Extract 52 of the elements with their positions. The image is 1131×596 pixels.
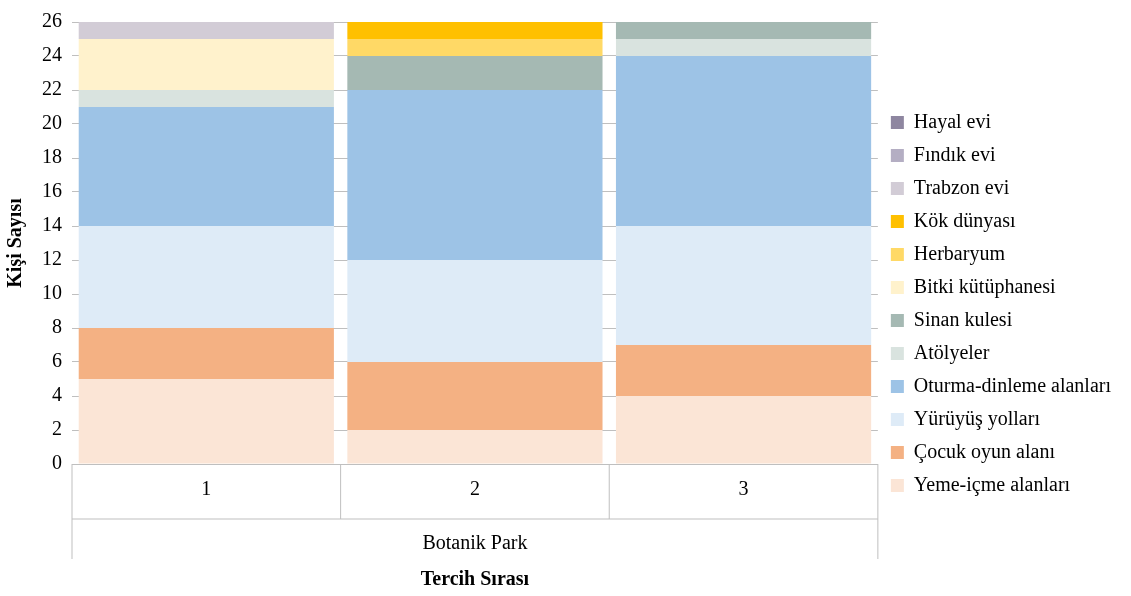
bar	[78, 379, 334, 464]
y-tick-label: 24	[42, 43, 62, 66]
bar	[615, 39, 872, 56]
y-tick-label: 4	[52, 383, 62, 406]
y-tick-label: 18	[42, 145, 62, 168]
legend-label: Sinan kulesi	[913, 307, 1013, 330]
bar	[78, 39, 334, 90]
legend-label: Fındık evi	[913, 142, 996, 165]
y-tick-label: 14	[42, 213, 62, 236]
legend-label: Yürüyüş yolları	[913, 406, 1041, 430]
y-tick-label: 26	[42, 9, 62, 32]
bar	[347, 56, 603, 90]
bar	[347, 22, 603, 39]
y-tick-label: 12	[42, 247, 62, 270]
bar	[615, 396, 872, 464]
y-tick-label: 10	[42, 281, 62, 304]
bar	[347, 260, 603, 362]
y-axis-title: Kişi Sayısı	[3, 197, 27, 288]
y-tick-label: 8	[52, 315, 62, 338]
legend-label: Atölyeler	[913, 340, 990, 364]
bar	[347, 430, 603, 464]
legend-label: Bitki kütüphanesi	[913, 274, 1056, 298]
bar	[615, 226, 872, 345]
y-tick-label: 0	[52, 451, 62, 474]
bar	[78, 22, 334, 39]
bar	[615, 22, 872, 39]
bar	[78, 226, 334, 328]
x-tick-label: 3	[738, 477, 749, 500]
legend-label: Hayal evi	[913, 109, 992, 133]
y-tick-label: 6	[52, 349, 62, 372]
bar	[615, 56, 872, 226]
bar	[78, 90, 334, 107]
legend-label: Çocuk oyun alanı	[913, 439, 1056, 463]
x-tick-label: 1	[201, 477, 212, 500]
x-axis-title: Tercih Sırası	[420, 567, 530, 590]
bar	[347, 362, 603, 430]
legend-label: Kök dünyası	[913, 208, 1016, 232]
y-tick-label: 20	[42, 111, 62, 134]
bar	[78, 107, 334, 226]
x-tick-label: 2	[469, 477, 480, 500]
y-tick-label: 22	[42, 77, 62, 100]
bar	[615, 345, 872, 396]
bar	[347, 39, 603, 56]
y-tick-label: 2	[52, 417, 62, 440]
legend-label: Trabzon evi	[913, 175, 1010, 198]
bar	[78, 328, 334, 379]
legend-label: Herbaryum	[913, 241, 1006, 265]
legend-label: Yeme-içme alanları	[913, 472, 1071, 496]
y-tick-label: 16	[42, 179, 62, 202]
legend-label: Oturma-dinleme alanları	[913, 373, 1112, 396]
bar	[347, 90, 603, 260]
text: Botanik Park	[422, 531, 528, 554]
